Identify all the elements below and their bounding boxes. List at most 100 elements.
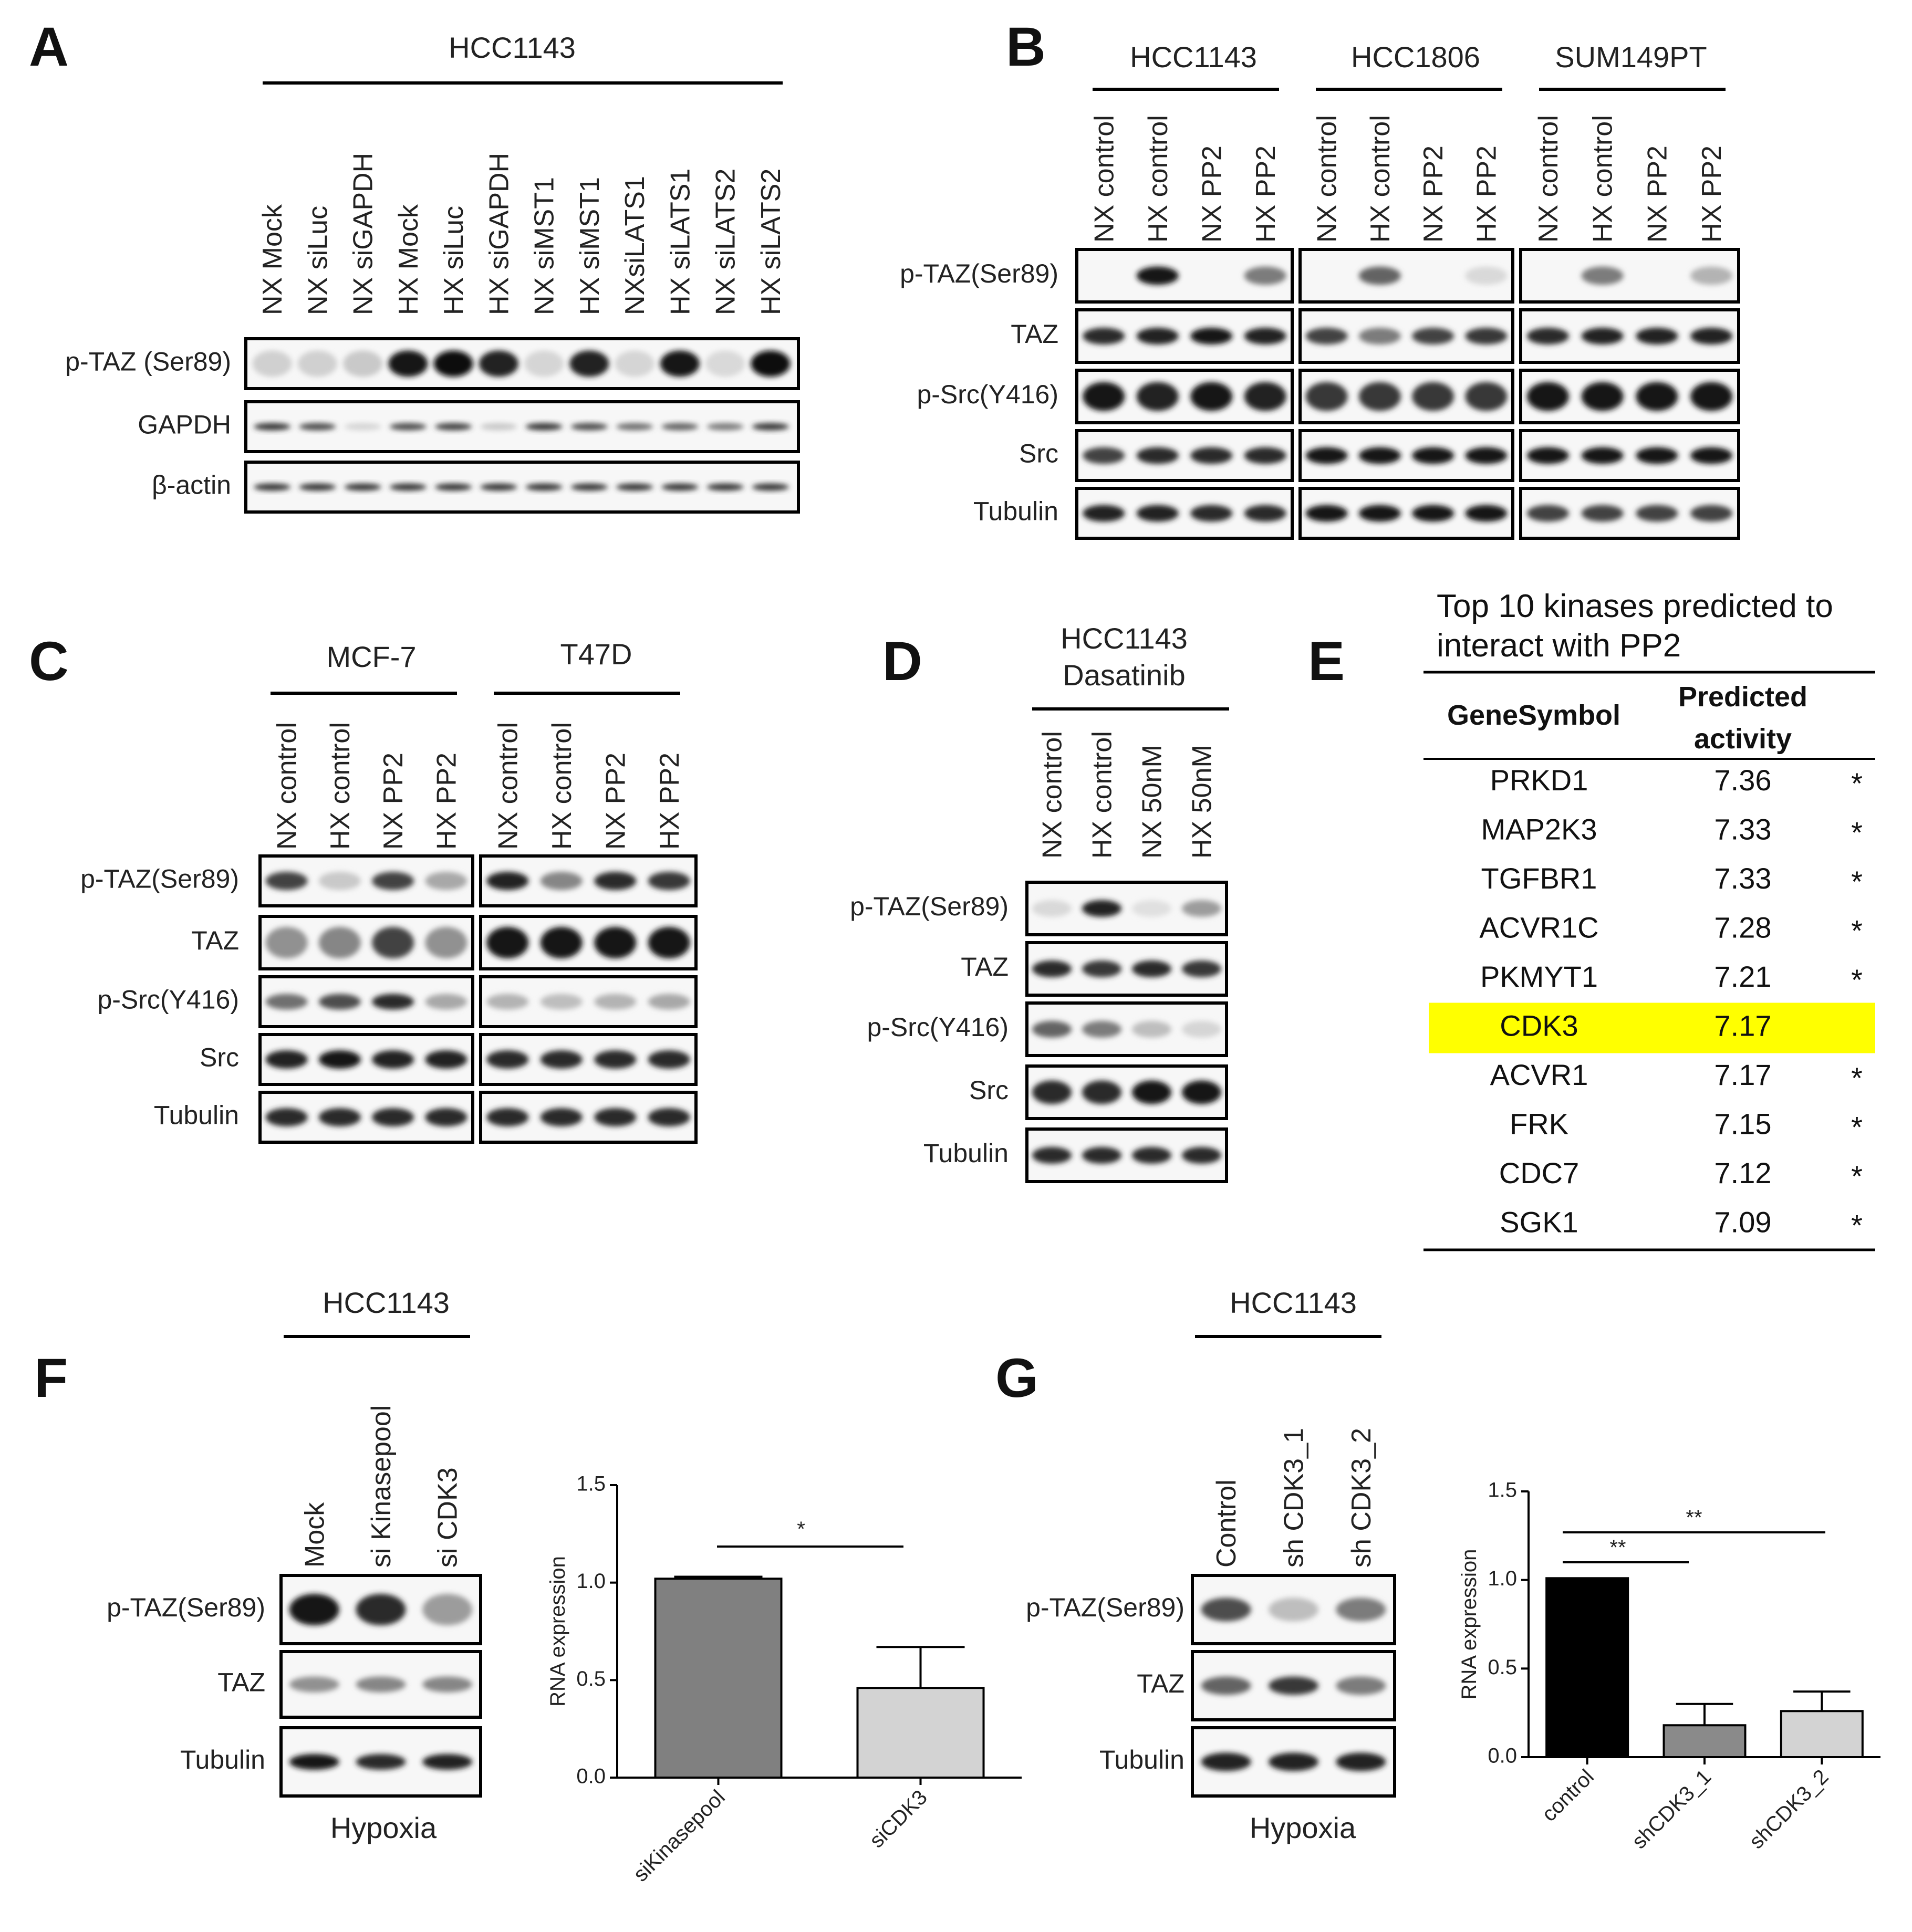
- blot-band: [1190, 382, 1233, 411]
- y-tick-label: 0.0: [576, 1765, 606, 1788]
- blot-band: [1305, 328, 1348, 344]
- blot-band: [1182, 1147, 1221, 1164]
- blot-band: [1244, 505, 1286, 522]
- lane-label: NX PP2: [600, 753, 631, 850]
- blot-band: [372, 1108, 414, 1126]
- lane-label: HX siLATS1: [665, 169, 695, 315]
- blot-band: [540, 872, 583, 890]
- blot-band: [751, 350, 791, 377]
- y-tick-label: 0.0: [1488, 1745, 1517, 1768]
- blot-band: [425, 872, 467, 890]
- row-label: TAZ: [191, 926, 239, 955]
- row-label: Tubulin: [973, 497, 1058, 526]
- lane-label: HX siLuc: [439, 206, 469, 315]
- blot-band: [318, 1050, 361, 1069]
- blot-band: [1082, 1080, 1121, 1104]
- lane-label: NX control: [1089, 115, 1119, 243]
- lane-label: HX control: [325, 722, 356, 850]
- lane-label: NX Mock: [257, 204, 288, 315]
- blot-band: [343, 350, 383, 377]
- blot-band: [1412, 447, 1454, 464]
- blot-band: [356, 1754, 406, 1770]
- blot-band: [1083, 505, 1125, 522]
- blot-band: [425, 1050, 467, 1069]
- row-label: TAZ: [1011, 319, 1058, 349]
- panel-b-group-3: SUM149PT: [1555, 40, 1707, 74]
- bar: [1662, 1724, 1747, 1759]
- panel-e-col-activity-1: Predicted: [1678, 681, 1807, 713]
- lane-label: NX siLATS2: [711, 169, 741, 315]
- panel-g-row-labels: p-TAZ(Ser89) TAZ Tubulin: [1026, 1593, 1184, 1774]
- significance-mark: *: [1851, 1110, 1863, 1143]
- panel-d-treatment: Dasatinib: [1063, 659, 1185, 692]
- panel-e-letter: E: [1308, 631, 1345, 692]
- blot-band: [435, 483, 472, 491]
- blot-band: [1526, 447, 1569, 464]
- panel-b-letter: B: [1006, 16, 1046, 78]
- panel-g-condition: Hypoxia: [1250, 1811, 1356, 1844]
- blot-band: [1305, 505, 1348, 522]
- row-label: TAZ: [961, 952, 1009, 981]
- blot-band: [1201, 1676, 1251, 1695]
- blot-band: [661, 423, 699, 431]
- lane-label: HX siLATS2: [756, 169, 786, 315]
- panel-f-letter: F: [34, 1348, 68, 1409]
- blot-band: [486, 927, 529, 958]
- bar: [1545, 1577, 1629, 1758]
- blot-band: [1412, 505, 1454, 522]
- predicted-activity: 7.28: [1714, 911, 1772, 944]
- panel-g: G HCC1143 Control sh CDK3_1 sh CDK3_2 p-TA…: [995, 1286, 1880, 1853]
- row-label: Tubulin: [180, 1745, 265, 1774]
- blot-band: [486, 1050, 529, 1069]
- row-label: p-TAZ(Ser89): [1026, 1593, 1184, 1622]
- y-axis-label: RNA expression: [1458, 1549, 1481, 1700]
- lane-label: si CDK3: [433, 1467, 463, 1568]
- blot-band: [1244, 266, 1286, 285]
- blot-band: [660, 350, 700, 377]
- blot-band: [372, 927, 414, 958]
- blot-band: [594, 872, 637, 890]
- blot-band: [1032, 1080, 1072, 1104]
- x-tick-label: shCDK3_1: [1627, 1765, 1716, 1853]
- blot-band: [265, 1050, 308, 1069]
- blot-band: [1269, 1597, 1318, 1622]
- blot-band: [1358, 505, 1401, 522]
- blot-band: [1083, 382, 1125, 411]
- panel-c: C MCF-7 T47D NX control HX control NX PP2 H…: [29, 631, 698, 1144]
- blot-band: [1244, 447, 1286, 464]
- blot-band: [1032, 900, 1072, 917]
- panel-c-row-labels: p-TAZ(Ser89) TAZ p-Src(Y416) Src Tubulin: [80, 864, 239, 1130]
- blot-band: [1305, 382, 1348, 411]
- panel-d-letter: D: [882, 631, 922, 692]
- y-tick-label: 1.0: [576, 1570, 606, 1593]
- blot-band: [1032, 1147, 1072, 1164]
- blot-band: [1132, 1147, 1171, 1164]
- row-label: Tubulin: [1099, 1745, 1184, 1774]
- blot-band: [1336, 1752, 1386, 1771]
- blot-band: [479, 350, 518, 377]
- blot-band: [422, 1676, 473, 1693]
- blot-band: [299, 483, 336, 491]
- predicted-activity: 7.21: [1714, 960, 1772, 993]
- lane-label: HX 50nM: [1187, 745, 1218, 859]
- blot-band: [752, 483, 789, 491]
- blot-band: [318, 994, 361, 1010]
- panel-a-letter: A: [29, 16, 69, 78]
- significance-mark: *: [1851, 1160, 1863, 1193]
- blot-band: [372, 872, 414, 890]
- highlight-row-background: [1429, 1002, 1875, 1053]
- lane-label: NX PP2: [1418, 145, 1449, 243]
- blot-band: [1336, 1676, 1386, 1695]
- blot-band: [1083, 447, 1125, 464]
- blot-band: [525, 483, 563, 491]
- blot-band: [1636, 328, 1678, 344]
- y-tick-label: 0.5: [576, 1667, 606, 1690]
- blot-band: [289, 1594, 339, 1625]
- blot-band: [1136, 382, 1179, 411]
- blot-band: [1132, 1021, 1171, 1038]
- blot-band: [1032, 960, 1072, 977]
- blot-band: [1690, 382, 1733, 411]
- gene-symbol: PRKD1: [1490, 764, 1588, 797]
- lane-label: HX PP2: [1471, 145, 1502, 243]
- blot-band: [1082, 960, 1121, 977]
